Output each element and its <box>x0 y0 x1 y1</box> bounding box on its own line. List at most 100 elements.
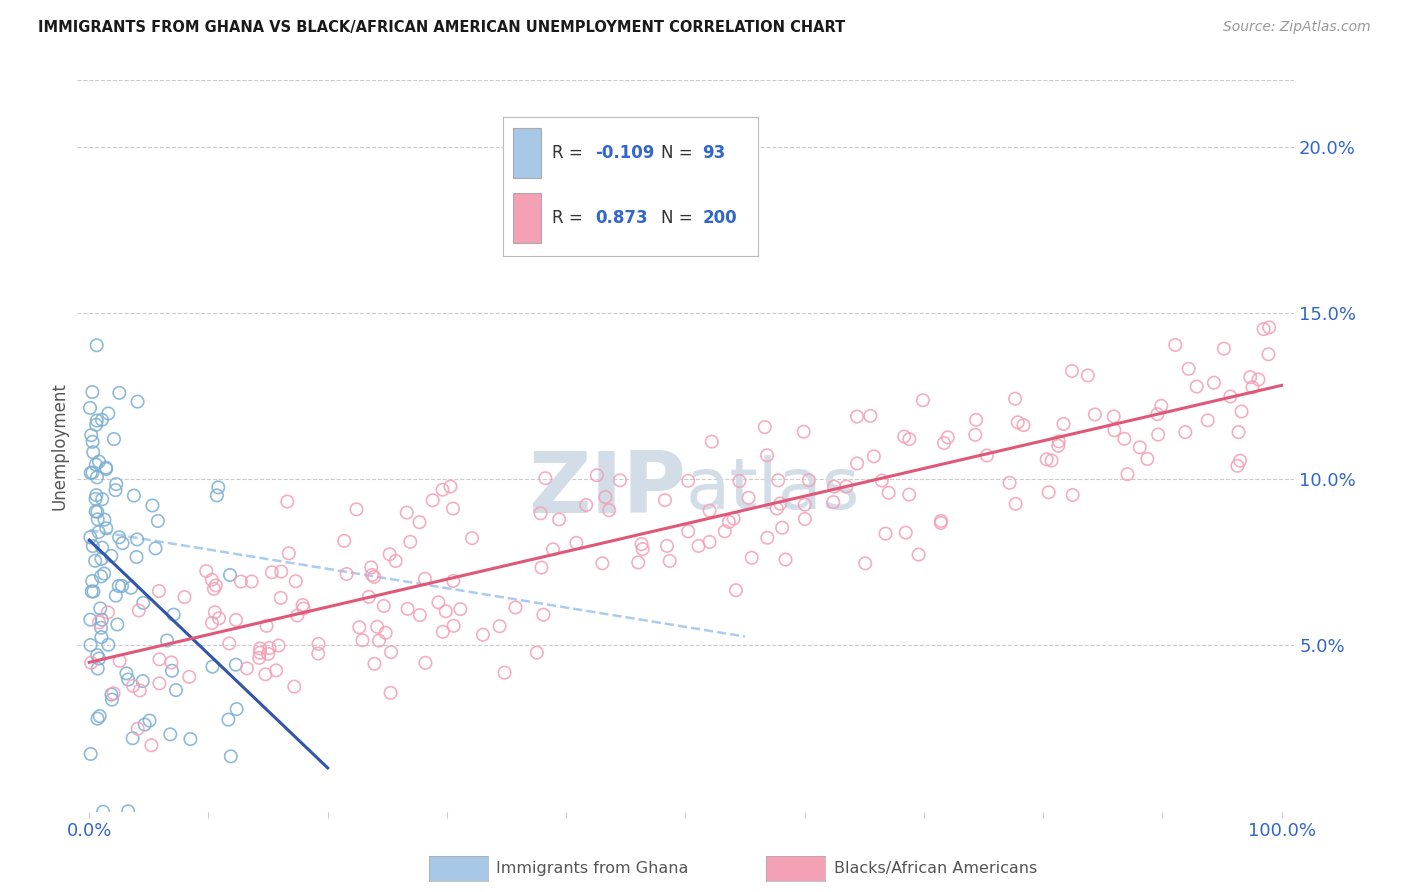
Point <box>111 579 134 593</box>
Point <box>91 492 114 507</box>
Point <box>86 470 108 484</box>
Point <box>195 564 218 578</box>
Point <box>87 661 110 675</box>
Point <box>84 554 107 568</box>
Point <box>929 516 952 530</box>
Text: Immigrants from Ghana: Immigrants from Ghana <box>496 862 689 876</box>
Point <box>93 566 115 581</box>
Point <box>893 429 915 443</box>
Point <box>1213 342 1236 356</box>
Point <box>349 620 371 634</box>
Point <box>207 480 229 494</box>
Point <box>148 676 170 690</box>
Point <box>1114 432 1136 446</box>
Point <box>156 633 179 648</box>
Point <box>548 512 571 526</box>
Point <box>84 417 107 432</box>
Point <box>121 731 143 746</box>
Point <box>575 498 598 512</box>
Point <box>292 601 315 615</box>
Point <box>380 686 402 700</box>
Point <box>96 521 118 535</box>
Point <box>122 489 145 503</box>
Point <box>688 539 710 553</box>
Point <box>91 541 114 555</box>
Point <box>1060 364 1083 378</box>
Point <box>737 491 759 505</box>
Point <box>449 602 471 616</box>
Point <box>285 608 308 623</box>
Point <box>766 473 789 487</box>
Point <box>699 535 721 549</box>
Point <box>201 573 224 587</box>
Point <box>103 686 125 700</box>
Point <box>86 488 108 502</box>
Point <box>1164 338 1187 352</box>
Point <box>254 667 277 681</box>
Point <box>202 582 225 596</box>
Point <box>1202 376 1225 390</box>
Y-axis label: Unemployment: Unemployment <box>51 382 69 510</box>
Point <box>108 530 131 544</box>
Point <box>494 665 516 680</box>
Point <box>104 589 127 603</box>
Point <box>585 468 607 483</box>
Point <box>179 732 201 747</box>
Point <box>80 466 103 480</box>
Point <box>145 541 167 556</box>
Point <box>97 638 120 652</box>
Point <box>793 425 815 439</box>
Point <box>165 683 187 698</box>
Point <box>770 521 793 535</box>
Point <box>441 501 464 516</box>
Point <box>87 454 110 468</box>
Point <box>225 702 247 716</box>
Point <box>505 600 527 615</box>
Point <box>79 401 101 415</box>
Point <box>89 709 111 723</box>
Point <box>1227 425 1250 439</box>
Point <box>90 630 112 644</box>
Point <box>434 604 457 618</box>
Text: 93: 93 <box>702 144 725 162</box>
Point <box>631 542 654 557</box>
Point <box>80 584 103 599</box>
Point <box>97 605 120 619</box>
Point <box>877 485 900 500</box>
Point <box>797 473 820 487</box>
Point <box>148 584 170 599</box>
Point <box>1035 452 1057 467</box>
Point <box>218 636 240 650</box>
Point <box>1258 320 1281 334</box>
Point <box>225 657 247 672</box>
Point <box>229 574 252 589</box>
Point <box>108 654 131 668</box>
Text: atlas: atlas <box>686 456 860 524</box>
Point <box>82 584 104 599</box>
Point <box>291 598 314 612</box>
Point <box>823 480 845 494</box>
Point <box>1116 467 1139 482</box>
Point <box>87 651 110 665</box>
Point <box>1136 451 1159 466</box>
Point <box>79 530 101 544</box>
Point <box>90 621 112 635</box>
Point <box>965 413 987 427</box>
Point <box>82 539 104 553</box>
Point <box>1047 434 1070 449</box>
Point <box>82 445 104 459</box>
Point <box>898 487 921 501</box>
Point <box>84 504 107 518</box>
Point <box>823 495 845 509</box>
Point <box>413 572 436 586</box>
Point <box>127 394 149 409</box>
Point <box>336 567 359 582</box>
Point <box>875 526 897 541</box>
Point <box>141 499 163 513</box>
Point <box>132 596 155 610</box>
Point <box>159 727 181 741</box>
Point <box>723 511 745 525</box>
Point <box>1174 425 1197 439</box>
Point <box>1219 389 1241 403</box>
Point <box>1038 485 1060 500</box>
